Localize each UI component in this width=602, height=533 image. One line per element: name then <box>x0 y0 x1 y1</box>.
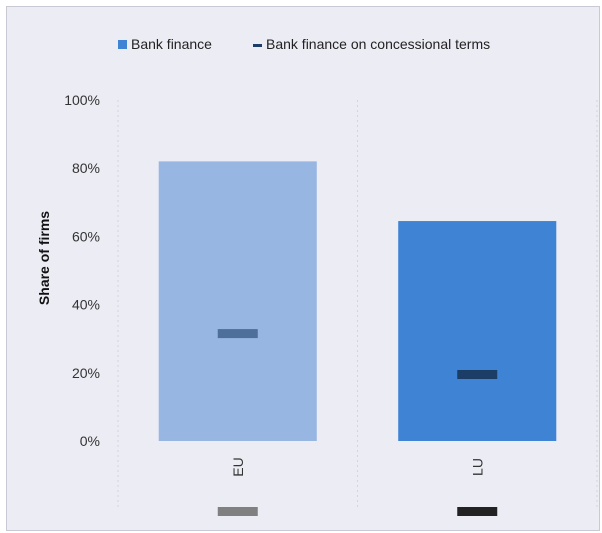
concessional-markers <box>217 329 498 380</box>
legend-swatch-concessional <box>253 44 262 47</box>
bottom-swatch-lu <box>457 507 498 516</box>
x-tick-label: LU <box>469 458 485 476</box>
y-tick-label: 0% <box>80 433 100 449</box>
y-tick-label: 40% <box>72 297 100 313</box>
bar-eu <box>158 161 317 441</box>
gridlines <box>117 100 598 510</box>
y-tick-label: 80% <box>72 160 100 176</box>
x-axis-ticks: EU LU <box>230 457 486 476</box>
legend: Bank finance Bank finance on concessiona… <box>118 36 490 52</box>
bottom-swatch-eu <box>217 507 258 516</box>
y-axis-ticks: 0% 20% 40% 60% 80% 100% <box>64 92 100 449</box>
legend-swatch-bank-finance <box>118 40 127 49</box>
marker-eu <box>217 329 258 339</box>
x-tick-label: EU <box>230 457 246 476</box>
y-tick-label: 60% <box>72 228 100 244</box>
bar-lu <box>398 221 557 441</box>
y-axis-label: Share of firms <box>36 211 52 305</box>
y-tick-label: 20% <box>72 365 100 381</box>
y-tick-label: 100% <box>64 92 100 108</box>
marker-lu <box>457 370 498 380</box>
bars <box>158 161 557 441</box>
legend-label-bank-finance: Bank finance <box>131 36 212 52</box>
legend-label-concessional: Bank finance on concessional terms <box>266 36 490 52</box>
bottom-swatches <box>217 507 498 516</box>
